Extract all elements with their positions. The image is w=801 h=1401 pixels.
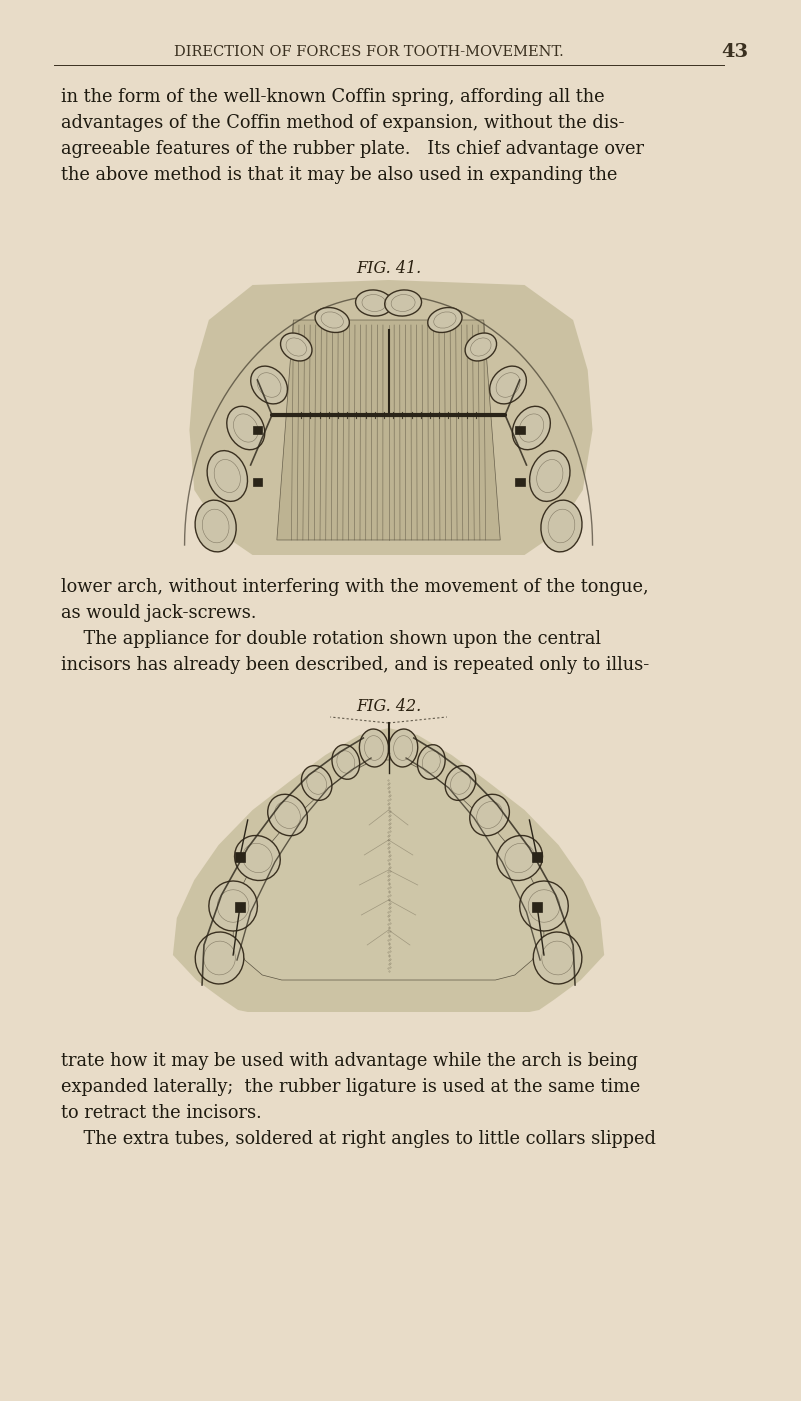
Ellipse shape [195,932,244,984]
Ellipse shape [195,500,236,552]
Ellipse shape [280,333,312,361]
Polygon shape [277,319,501,539]
Bar [515,478,525,486]
Text: as would jack-screws.: as would jack-screws. [61,604,256,622]
Ellipse shape [332,745,360,779]
Bar [235,852,245,862]
Ellipse shape [533,932,582,984]
Text: lower arch, without interfering with the movement of the tongue,: lower arch, without interfering with the… [61,579,649,595]
Text: to retract the incisors.: to retract the incisors. [61,1104,262,1122]
Ellipse shape [207,451,248,502]
Bar [252,426,262,434]
Bar [515,426,525,434]
Text: trate how it may be used with advantage while the arch is being: trate how it may be used with advantage … [61,1052,638,1070]
Ellipse shape [388,729,418,766]
Text: FIG. 41.: FIG. 41. [356,259,421,276]
Ellipse shape [315,307,349,332]
Text: FIG. 42.: FIG. 42. [356,698,421,715]
Bar [252,478,262,486]
Polygon shape [173,729,604,1012]
Text: advantages of the Coffin method of expansion, without the dis-: advantages of the Coffin method of expan… [61,113,625,132]
Polygon shape [233,759,544,981]
Polygon shape [189,280,593,555]
Text: The extra tubes, soldered at right angles to little collars slipped: The extra tubes, soldered at right angle… [61,1131,656,1147]
Ellipse shape [489,366,526,403]
Text: The appliance for double rotation shown upon the central: The appliance for double rotation shown … [61,630,602,649]
Text: 43: 43 [721,43,748,62]
Text: in the form of the well-known Coffin spring, affording all the: in the form of the well-known Coffin spr… [61,88,605,106]
Ellipse shape [235,835,280,880]
Text: the above method is that it may be also used in expanding the: the above method is that it may be also … [61,165,618,184]
Ellipse shape [513,406,550,450]
Ellipse shape [428,307,462,332]
Text: expanded laterally;  the rubber ligature is used at the same time: expanded laterally; the rubber ligature … [61,1077,641,1096]
Ellipse shape [417,745,445,779]
Ellipse shape [360,729,388,766]
Ellipse shape [301,765,332,800]
Ellipse shape [520,881,568,932]
Bar [533,852,542,862]
Text: incisors has already been described, and is repeated only to illus-: incisors has already been described, and… [61,656,650,674]
Ellipse shape [541,500,582,552]
Ellipse shape [227,406,265,450]
Ellipse shape [497,835,542,880]
Ellipse shape [469,794,509,836]
Bar [533,902,542,912]
Ellipse shape [445,765,476,800]
Ellipse shape [356,290,392,317]
Bar [235,902,245,912]
Ellipse shape [465,333,497,361]
Text: agreeable features of the rubber plate.   Its chief advantage over: agreeable features of the rubber plate. … [61,140,644,158]
Text: DIRECTION OF FORCES FOR TOOTH-MOVEMENT.: DIRECTION OF FORCES FOR TOOTH-MOVEMENT. [175,45,564,59]
Ellipse shape [529,451,570,502]
Ellipse shape [384,290,421,317]
Ellipse shape [251,366,288,403]
Ellipse shape [268,794,308,836]
Ellipse shape [209,881,257,932]
